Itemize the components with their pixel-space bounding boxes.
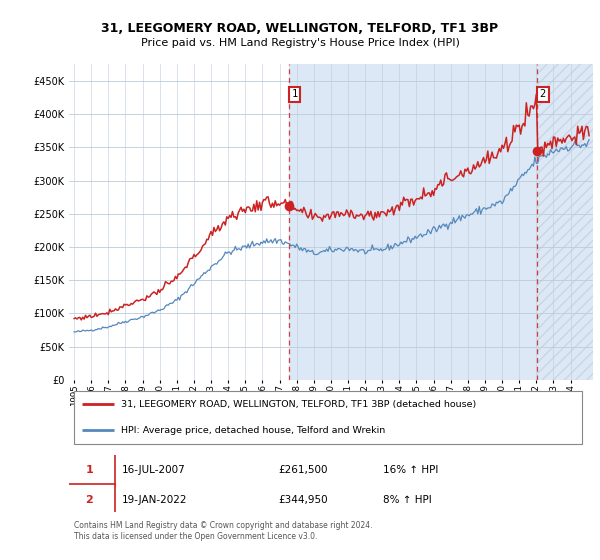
Text: 31, LEEGOMERY ROAD, WELLINGTON, TELFORD, TF1 3BP (detached house): 31, LEEGOMERY ROAD, WELLINGTON, TELFORD,… bbox=[121, 400, 476, 409]
Text: £344,950: £344,950 bbox=[278, 495, 328, 505]
Text: 2: 2 bbox=[86, 495, 94, 505]
FancyBboxPatch shape bbox=[65, 484, 115, 516]
Text: 16-JUL-2007: 16-JUL-2007 bbox=[121, 465, 185, 475]
Text: £261,500: £261,500 bbox=[278, 465, 328, 475]
Text: 19-JAN-2022: 19-JAN-2022 bbox=[121, 495, 187, 505]
Text: Price paid vs. HM Land Registry's House Price Index (HPI): Price paid vs. HM Land Registry's House … bbox=[140, 38, 460, 48]
Text: 2: 2 bbox=[540, 89, 546, 99]
Text: 1: 1 bbox=[292, 89, 298, 99]
Bar bbox=[537, 64, 593, 380]
Bar bbox=[537, 64, 593, 380]
Text: 1: 1 bbox=[86, 465, 94, 475]
FancyBboxPatch shape bbox=[65, 454, 115, 486]
Bar bbox=[289, 64, 537, 380]
FancyBboxPatch shape bbox=[74, 391, 583, 444]
Text: 31, LEEGOMERY ROAD, WELLINGTON, TELFORD, TF1 3BP: 31, LEEGOMERY ROAD, WELLINGTON, TELFORD,… bbox=[101, 22, 499, 35]
Text: 8% ↑ HPI: 8% ↑ HPI bbox=[383, 495, 432, 505]
Text: HPI: Average price, detached house, Telford and Wrekin: HPI: Average price, detached house, Telf… bbox=[121, 426, 386, 435]
Text: Contains HM Land Registry data © Crown copyright and database right 2024.
This d: Contains HM Land Registry data © Crown c… bbox=[74, 521, 373, 540]
Text: 16% ↑ HPI: 16% ↑ HPI bbox=[383, 465, 439, 475]
